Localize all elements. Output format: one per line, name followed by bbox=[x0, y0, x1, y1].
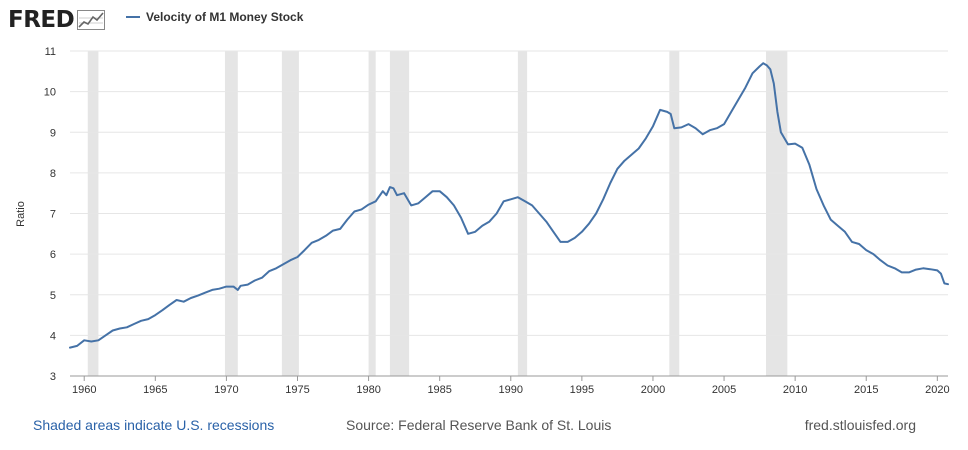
y-tick-label-10: 10 bbox=[44, 87, 56, 99]
y-tick-label-4: 4 bbox=[50, 330, 56, 342]
y-tick-label-11: 11 bbox=[45, 46, 56, 58]
x-tick-label-1985: 1985 bbox=[427, 384, 451, 396]
x-tick-label-1975: 1975 bbox=[285, 384, 309, 396]
y-axis-title: Ratio bbox=[15, 201, 27, 227]
chart-line-icon bbox=[77, 10, 106, 30]
x-tick-label-2010: 2010 bbox=[783, 384, 807, 396]
recession-note-link[interactable]: Shaded areas indicate U.S. recessions bbox=[33, 417, 275, 433]
legend-swatch bbox=[126, 16, 140, 18]
x-tick-label-1980: 1980 bbox=[356, 384, 380, 396]
series-layer bbox=[69, 62, 949, 349]
x-tick-label-2000: 2000 bbox=[641, 384, 665, 396]
axes: 3 4 5 6 7 8 9 10 11 1960 1965 1970 1975 1980 1985 1990 1… bbox=[44, 46, 950, 396]
chart-footer: Shaded areas indicate U.S. recessions So… bbox=[0, 414, 968, 438]
x-tick-label-2020: 2020 bbox=[925, 384, 949, 396]
x-tick-label-2015: 2015 bbox=[854, 384, 878, 396]
site-url[interactable]: fred.stlouisfed.org bbox=[804, 417, 916, 433]
x-tick-label-1995: 1995 bbox=[570, 384, 594, 396]
legend-label: Velocity of M1 Money Stock bbox=[146, 10, 304, 24]
y-tick-label-7: 7 bbox=[50, 209, 56, 221]
y-tick-label-9: 9 bbox=[50, 127, 56, 139]
source-text: Source: Federal Reserve Bank of St. Loui… bbox=[346, 417, 612, 433]
x-tick-label-2005: 2005 bbox=[712, 384, 736, 396]
gridlines bbox=[70, 50, 948, 336]
y-tick-label-3: 3 bbox=[50, 371, 56, 383]
x-tick-label-1960: 1960 bbox=[72, 384, 96, 396]
x-tick-label-1990: 1990 bbox=[499, 384, 523, 396]
series-line-0 bbox=[69, 62, 949, 349]
fred-logo-text: FRED bbox=[8, 7, 75, 33]
chart-header: FRED Velocity of M1 Money Stock bbox=[0, 0, 968, 40]
x-tick-label-1965: 1965 bbox=[143, 384, 167, 396]
legend[interactable]: Velocity of M1 Money Stock bbox=[126, 10, 303, 24]
y-tick-label-5: 5 bbox=[50, 290, 56, 302]
y-tick-label-8: 8 bbox=[50, 168, 56, 180]
line-chart[interactable]: 3 4 5 6 7 8 9 10 11 1960 1965 1970 1975 1980 1985 1990 1… bbox=[0, 0, 968, 414]
y-tick-label-6: 6 bbox=[50, 249, 56, 261]
fred-logo[interactable]: FRED bbox=[8, 6, 106, 34]
x-tick-label-1970: 1970 bbox=[214, 384, 238, 396]
